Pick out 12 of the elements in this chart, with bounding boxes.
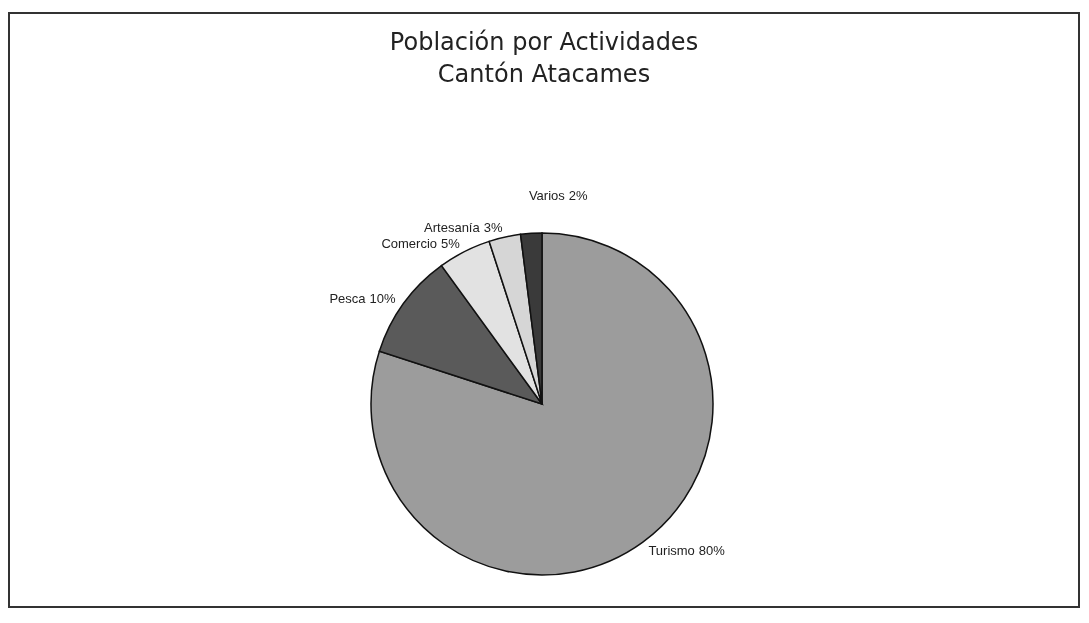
- chart-title: Población por Actividades: [388, 27, 700, 58]
- data-label: 2%: [568, 187, 588, 203]
- slice-label: Pesca: [329, 290, 367, 306]
- data-label: 10%: [369, 290, 396, 306]
- chart-subtitle: Cantón Atacames: [436, 59, 652, 90]
- slice-label: Comercio: [381, 235, 438, 251]
- slice-label: Turismo: [648, 542, 695, 558]
- slice-label: Artesanía: [424, 219, 481, 235]
- data-label: 3%: [483, 219, 503, 235]
- data-label: 80%: [698, 542, 726, 558]
- data-label: 5%: [441, 235, 461, 251]
- slice-label: Varios: [528, 187, 566, 203]
